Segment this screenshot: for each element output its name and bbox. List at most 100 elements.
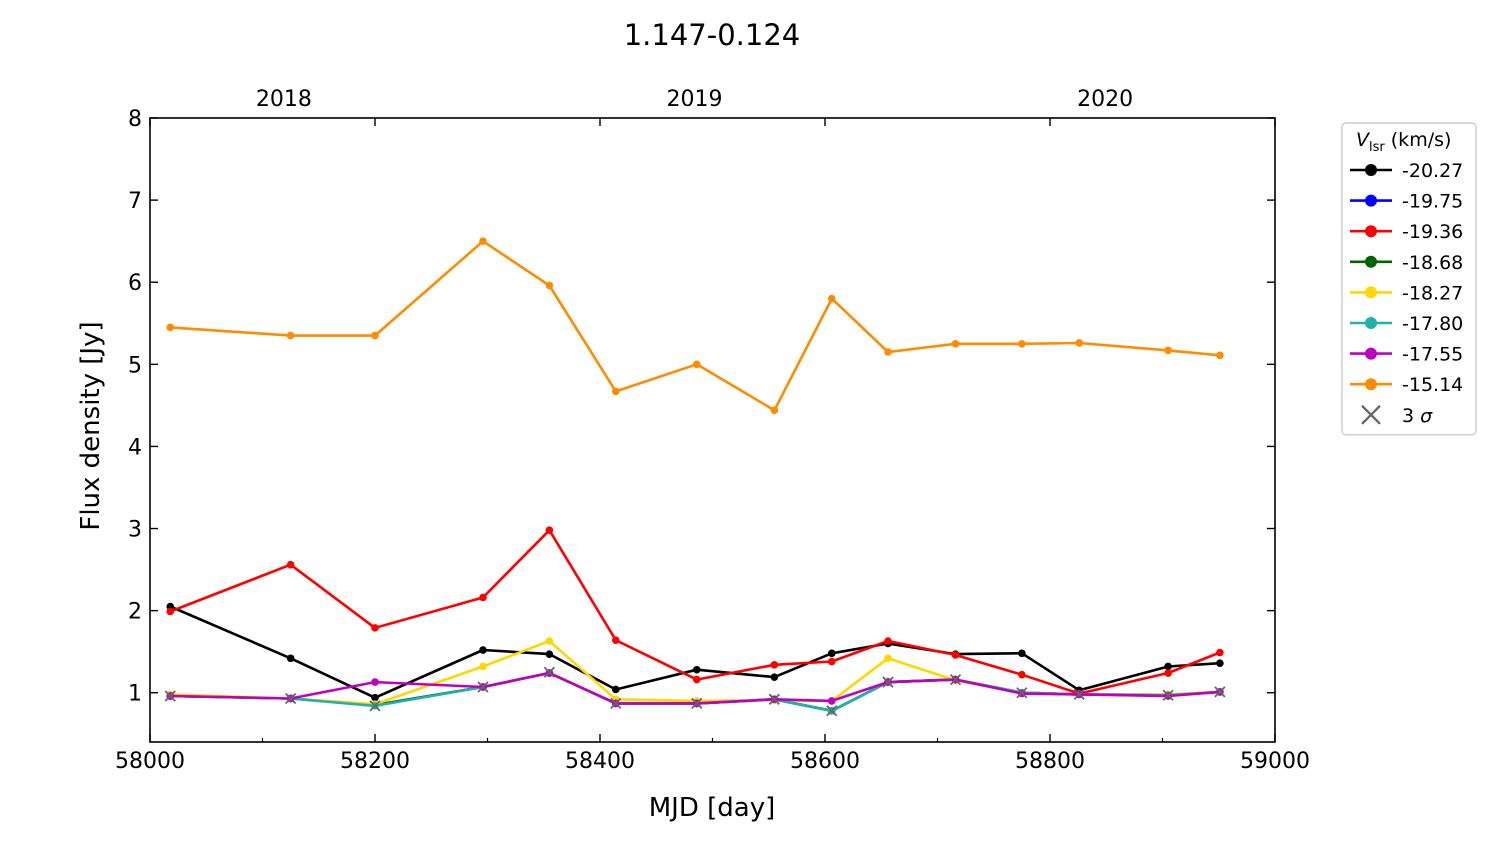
x-tick-label: 58400 (565, 749, 635, 774)
y-tick-label: 7 (128, 189, 142, 214)
sigma-marker (691, 697, 703, 710)
data-point--19.36 (770, 661, 779, 669)
sigma-marker (543, 666, 556, 678)
legend-marker--18.68 (1365, 255, 1377, 268)
legend-marker--19.75 (1365, 194, 1377, 207)
sigma-marker-stroke (1214, 686, 1226, 698)
data-point--15.14 (951, 339, 960, 348)
sigma-marker-stroke (691, 697, 703, 710)
data-point--19.36 (286, 560, 295, 569)
legend-title-unit: (km/s) (1385, 129, 1452, 151)
sigma-marker (164, 690, 176, 702)
plot-area: 58000 58200 58400 58600 58800 59000 1 2 3 4 5 6 7 8 20… (115, 87, 1310, 774)
data-point--20.27 (479, 646, 487, 654)
legend-label: -20.27 (1402, 160, 1463, 182)
sigma-marker-stroke (1073, 688, 1085, 701)
top-year-tick-label: 2018 (256, 87, 312, 112)
top-year-tick-label: 2020 (1077, 87, 1133, 112)
data-point--20.27 (1018, 649, 1026, 658)
x-tick-label: 58200 (340, 749, 410, 774)
data-point--15.14 (371, 331, 379, 340)
data-point--17.55 (827, 697, 836, 705)
data-point--20.27 (371, 693, 379, 702)
x-tick-label: 59000 (1240, 749, 1310, 774)
sigma-marker (882, 676, 894, 688)
data-point--19.36 (951, 651, 960, 659)
legend-marker--15.14 (1365, 378, 1377, 391)
data-point--19.36 (1164, 669, 1172, 677)
plot-frame (149, 117, 1276, 743)
data-point--15.14 (1018, 339, 1026, 348)
data-point--19.36 (884, 637, 892, 645)
data-point--17.55 (371, 678, 379, 686)
data-point--19.36 (1216, 648, 1224, 657)
sigma-marker-stroke (284, 692, 297, 705)
sigma-marker (477, 681, 489, 693)
legend-label: -18.27 (1402, 282, 1463, 304)
data-point--20.27 (692, 665, 701, 674)
x-tick-label: 58000 (115, 749, 185, 774)
legend: Vlsr (km/s) -20.27 -19.75 -19.36 -18.68 -18.2… (1341, 122, 1477, 436)
legend-title-sub: lsr (1369, 140, 1385, 155)
data-point--15.14 (884, 348, 892, 356)
legend-label: -15.14 (1402, 374, 1463, 396)
legend-marker--17.55 (1365, 347, 1377, 360)
data-point--19.36 (166, 607, 175, 616)
legend-sigma-num: 3 (1402, 405, 1420, 427)
sigma-marker-stroke (826, 705, 838, 717)
data-point--20.27 (545, 650, 554, 658)
legend-sigma-marker (1361, 404, 1381, 425)
sigma-marker (949, 673, 962, 686)
sigma-marker (1214, 686, 1226, 698)
sigma-marker (768, 693, 781, 705)
data-point--20.27 (286, 654, 295, 663)
sigma-marker-stroke (1162, 689, 1174, 701)
data-point--19.36 (692, 675, 701, 684)
data-point--15.14 (166, 323, 175, 332)
data-point--15.14 (692, 360, 701, 369)
data-point--15.14 (827, 294, 836, 303)
data-point--19.36 (545, 526, 554, 534)
sigma-marker-stroke (610, 697, 622, 710)
legend-sigma-sym: σ (1420, 405, 1433, 427)
data-point--20.27 (611, 685, 620, 694)
y-tick-label: 8 (128, 107, 142, 132)
sigma-marker (610, 697, 622, 710)
data-point--15.14 (611, 387, 620, 396)
x-axis-label: MJD [day] (649, 793, 776, 823)
legend-label: -19.36 (1402, 221, 1463, 243)
x-tick-label: 58600 (790, 749, 860, 774)
sigma-marker (284, 692, 297, 705)
sigma-marker-stroke (477, 681, 489, 693)
legend-sigma-label: 3 σ (1402, 405, 1433, 427)
series-line--20.27 (169, 605, 1220, 700)
y-tick-label: 1 (128, 682, 142, 707)
data-point--15.14 (479, 237, 487, 245)
sigma-marker-stroke (882, 676, 894, 688)
data-point--18.27 (545, 637, 554, 645)
legend-title: Vlsr (km/s) (1356, 129, 1451, 155)
data-point--19.36 (611, 636, 620, 644)
legend-marker--17.80 (1365, 317, 1377, 329)
y-axis-label: Flux density [Jy] (76, 321, 106, 530)
y-tick-label: 6 (128, 271, 142, 296)
data-point--19.36 (827, 657, 836, 666)
x-tick-label: 58800 (1015, 749, 1085, 774)
data-point--15.14 (1216, 351, 1224, 360)
sigma-marker-stroke (164, 690, 176, 702)
sigma-marker (826, 705, 838, 717)
data-point--15.14 (286, 331, 295, 340)
legend-label: -17.55 (1402, 344, 1463, 366)
sigma-marker-stroke (768, 693, 781, 705)
data-point--20.27 (1164, 662, 1172, 671)
sigma-marker (1162, 689, 1174, 701)
data-point--18.27 (479, 662, 487, 671)
y-tick-label: 3 (128, 518, 142, 543)
y-tick-label: 4 (128, 435, 142, 460)
legend-marker--18.27 (1365, 286, 1377, 299)
sigma-marker (1016, 687, 1028, 699)
data-point--19.36 (479, 593, 487, 602)
data-point--18.27 (884, 654, 892, 663)
data-point--15.14 (1075, 339, 1084, 347)
data-point--15.14 (545, 281, 554, 290)
